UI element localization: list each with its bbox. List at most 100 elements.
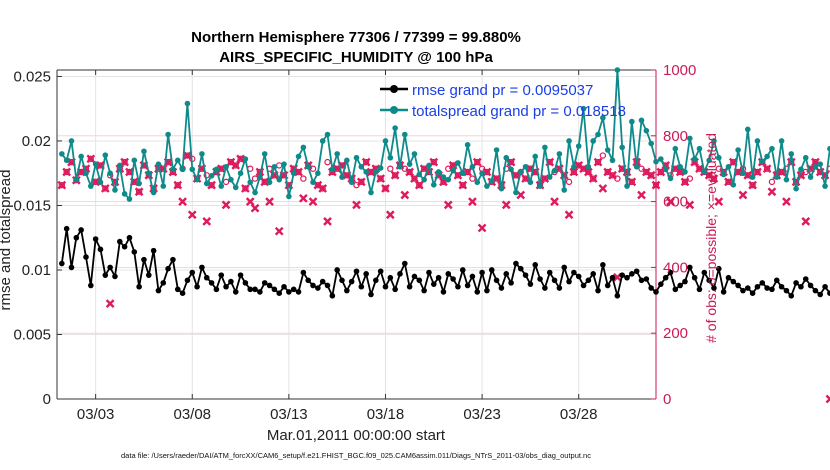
obs-evaluated-point [245, 197, 255, 206]
obs-evaluated-point [458, 180, 468, 190]
obs-evaluated-point [57, 180, 67, 190]
totalspread-point [344, 157, 350, 164]
totalspread-point [170, 166, 176, 173]
obs-possible-point [411, 175, 418, 182]
obs-possible-point [377, 175, 384, 182]
rmse-point [537, 276, 543, 282]
obs-evaluated-point [593, 157, 603, 167]
totalspread-point [189, 166, 196, 173]
rmse-point [344, 287, 350, 294]
totalspread-point [744, 126, 751, 133]
totalspread-point [609, 157, 616, 164]
rmse-point [310, 282, 316, 289]
obs-evaluated-point [221, 200, 231, 210]
rmse-point [474, 289, 481, 295]
totalspread-point [131, 157, 138, 164]
obs-evaluated-point [299, 193, 308, 203]
totalspread-point [276, 176, 283, 183]
rmse-point [387, 274, 394, 281]
rmse-point [339, 277, 345, 284]
obs-evaluated-point [443, 200, 453, 210]
totalspread-point [377, 165, 384, 171]
totalspread-point [97, 179, 104, 186]
totalspread-point [373, 169, 379, 175]
rmse-point [78, 227, 84, 233]
obs-evaluated-point [173, 180, 183, 190]
obs-evaluated-point [767, 187, 777, 197]
totalspread-point [402, 131, 408, 138]
rmse-point [160, 280, 167, 286]
rmse-point [92, 236, 99, 242]
obs-evaluated-point [405, 167, 414, 177]
totalspread-point [802, 154, 809, 161]
totalspread-point [160, 183, 167, 189]
chart-subtitle: AIRS_SPECIFIC_HUMIDITY @ 100 hPa [219, 49, 493, 66]
totalspread-point [658, 156, 664, 162]
obs-evaluated-point [105, 299, 115, 308]
rmse-point [276, 290, 283, 297]
rmse-point [672, 286, 679, 293]
rmse-point [112, 273, 118, 280]
footnote: data file: /Users/raeder/DAI/ATM_forcXX/… [121, 451, 591, 460]
rmse-point [769, 286, 775, 293]
rmse-point [556, 285, 563, 291]
obs-possible-point [763, 165, 771, 172]
rmse-point [382, 283, 389, 290]
totalspread-point [228, 176, 234, 183]
obs-possible-point [474, 158, 481, 166]
rmse-point [648, 285, 654, 291]
rmse-point [223, 283, 229, 290]
obs-possible-point [222, 178, 230, 186]
obs-evaluated-point [91, 177, 100, 187]
rmse-point [629, 271, 635, 277]
totalspread-point [126, 196, 133, 202]
obs-evaluated-point [777, 167, 786, 177]
rmse-point [237, 272, 244, 278]
obs-evaluated-point [62, 167, 72, 177]
totalspread-point [324, 131, 331, 138]
rmse-point [735, 282, 741, 289]
totalspread-point [580, 105, 587, 112]
obs-possible-point [87, 155, 95, 163]
rmse-point [740, 287, 746, 294]
totalspread-point [150, 189, 157, 196]
totalspread-point [319, 138, 326, 144]
rmse-point [609, 274, 616, 281]
rmse-point [546, 269, 553, 276]
obs-evaluated-point [187, 210, 197, 220]
rmse-point [126, 234, 133, 241]
obs-evaluated-point [376, 174, 386, 183]
obs-possible-point [657, 168, 665, 176]
totalspread-point [479, 170, 485, 177]
obs-evaluated-point [680, 177, 690, 187]
rmse-point [165, 265, 171, 272]
totalspread-point [817, 161, 824, 167]
obs-possible-point [121, 158, 128, 166]
totalspread-point [411, 151, 418, 157]
rmse-point [174, 286, 181, 293]
obs-possible-point [512, 172, 520, 179]
obs-evaluated-point [274, 226, 284, 236]
obs-possible-point [391, 172, 399, 179]
totalspread-point [730, 182, 737, 188]
rmse-point [827, 290, 830, 297]
obs-evaluated-point [709, 174, 719, 183]
totalspread-point [281, 161, 287, 167]
legend-spread-marker [390, 106, 398, 114]
totalspread-point [667, 175, 674, 182]
totalspread-point [353, 154, 360, 161]
obs-evaluated-point [801, 216, 811, 226]
totalspread-point [83, 170, 89, 177]
obs-possible-point [454, 172, 462, 179]
obs-evaluated-point [241, 184, 250, 193]
rmse-point [440, 289, 447, 295]
totalspread-point [653, 158, 659, 165]
totalspread-point [358, 163, 365, 170]
obs-possible-point [387, 165, 394, 172]
obs-possible-point [300, 175, 307, 182]
totalspread-point [633, 163, 640, 170]
totalspread-point [329, 166, 336, 173]
rmse-point [488, 267, 495, 273]
totalspread-point [488, 178, 495, 184]
totalspread-point [513, 189, 519, 196]
